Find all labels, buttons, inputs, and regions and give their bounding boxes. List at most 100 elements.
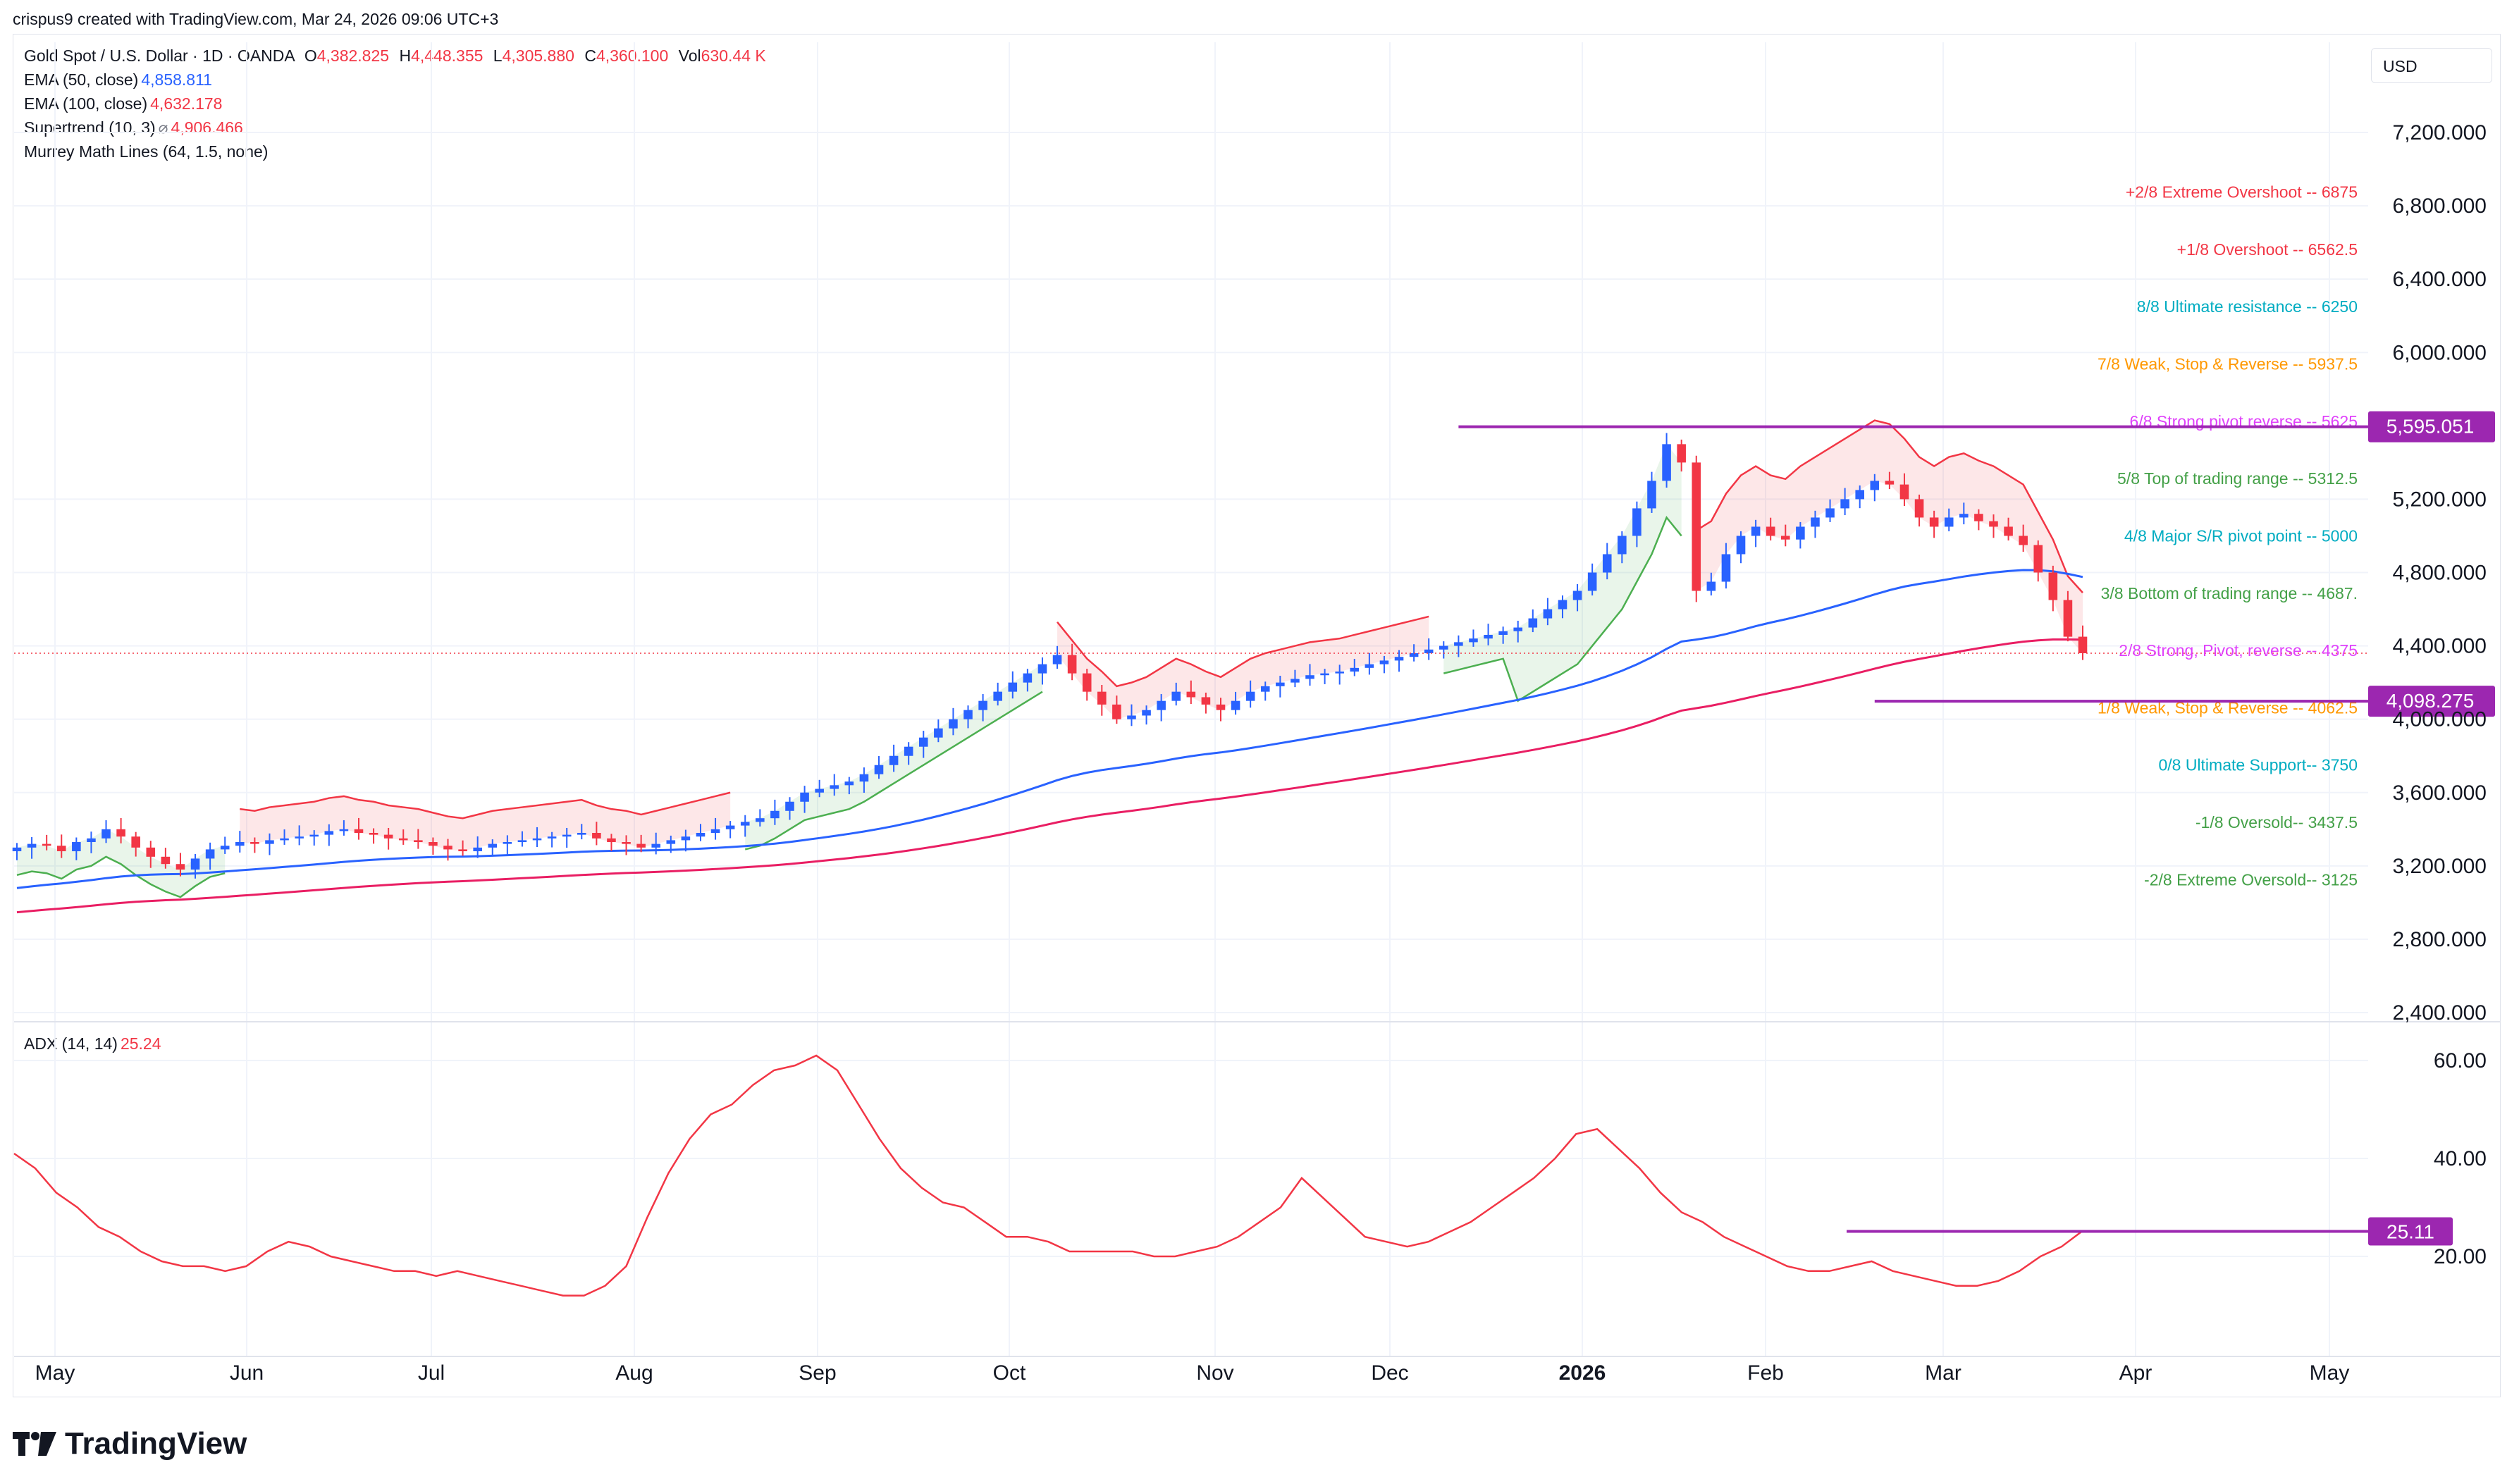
candle [12, 843, 22, 860]
candle [547, 831, 557, 848]
candle [592, 822, 601, 846]
candle-body [1424, 649, 1434, 653]
candle [1870, 474, 1880, 502]
adx-axis-label: 20.00 [2434, 1245, 2487, 1268]
candle-body [1870, 481, 1880, 490]
candle-body [1484, 634, 1493, 639]
candle [756, 809, 765, 827]
candle [785, 797, 794, 820]
candle [1097, 685, 1107, 716]
candle-body [1780, 536, 1790, 540]
candle-body [622, 842, 631, 844]
candle-body [1959, 514, 1969, 518]
candle [1825, 499, 1835, 522]
candle [1157, 694, 1166, 722]
candle-body [1052, 655, 1062, 664]
candle [1736, 531, 1746, 564]
candle [800, 786, 809, 813]
candle [874, 755, 884, 779]
price-axis-label: 3,600.000 [2393, 781, 2487, 805]
ema50-line [16, 569, 2083, 889]
candle [1291, 669, 1300, 688]
candle-body [978, 700, 987, 710]
candle-body [1127, 715, 1136, 719]
candle-body [592, 832, 601, 839]
candle [72, 837, 81, 860]
volume-value: 630.44 K [701, 47, 766, 65]
price-axis-label: 4,000.000 [2393, 708, 2487, 731]
candle-body [1350, 667, 1360, 672]
candle [2048, 565, 2058, 612]
candle [56, 834, 66, 858]
candle-body [1142, 710, 1151, 716]
candle [1855, 485, 1864, 509]
candle-body [1647, 481, 1656, 509]
candle-body [815, 789, 824, 793]
price-axis-label: 3,200.000 [2393, 855, 2487, 878]
candle [488, 839, 498, 857]
candle [1067, 643, 1077, 681]
candle-body [101, 829, 111, 839]
candle [265, 833, 274, 855]
candle [1454, 635, 1463, 657]
price-axis-label: 4,800.000 [2393, 562, 2487, 585]
murrey-label: 0/8 Ultimate Support-- 3750 [2158, 756, 2358, 774]
supertrend-value: 4,906.466 [171, 118, 243, 137]
candle [1959, 502, 1969, 525]
candle [607, 834, 616, 851]
candle-body [918, 737, 928, 747]
candle-body [1320, 673, 1329, 676]
candle [1706, 572, 1716, 596]
candle [859, 767, 869, 793]
candle [1186, 680, 1196, 705]
chart-frame [13, 34, 2501, 1397]
candle-body [1335, 672, 1344, 674]
ema50-legend[interactable]: EMA (50, close) 4,858.811 [24, 70, 212, 89]
candle [1602, 543, 1612, 580]
candle [443, 839, 452, 861]
candle-body [1558, 600, 1568, 610]
candle [1692, 455, 1701, 602]
candle-body [280, 838, 289, 841]
candle-body [889, 755, 899, 765]
candle [577, 824, 586, 840]
candle-body [250, 842, 259, 844]
candle [1082, 669, 1092, 701]
candle [1840, 488, 1849, 516]
tradingview-logo-icon [13, 1432, 56, 1456]
open-value: 4,382.825 [316, 47, 390, 65]
candle [1142, 705, 1151, 725]
supertrend-up-line [744, 691, 1043, 851]
symbol-name[interactable]: Gold Spot / U.S. Dollar · 1D · OANDA [24, 47, 295, 65]
ema100-legend[interactable]: EMA (100, close) 4,632.178 [24, 94, 223, 113]
candle-body [1513, 627, 1523, 631]
adx-legend[interactable]: ADX (14, 14) 25.24 [24, 1034, 161, 1053]
candle-body [577, 832, 586, 835]
candle [2033, 540, 2043, 582]
candle [1365, 653, 1374, 675]
supertrend-legend[interactable]: Supertrend (10, 3) ⌀ 4,906.466 [24, 118, 243, 137]
candle-body [1989, 521, 1998, 527]
candle-body [1929, 517, 1939, 527]
candle-body [339, 829, 349, 831]
currency-button[interactable]: USD [2371, 48, 2492, 83]
candle [918, 731, 928, 758]
price-axis-label: 2,400.000 [2393, 1001, 2487, 1025]
candle-body [756, 818, 765, 822]
candle [830, 774, 839, 796]
candle [42, 834, 51, 851]
candle [1231, 691, 1240, 715]
candle [1662, 433, 1671, 488]
candle-body [1543, 609, 1553, 619]
candle-body [1751, 526, 1761, 536]
candle-body [12, 847, 22, 852]
candle-body [1498, 631, 1508, 635]
candle-body [295, 836, 304, 839]
candle-body [1528, 618, 1538, 628]
time-axis-label: May [35, 1361, 75, 1385]
candle-body [1825, 508, 1835, 518]
murrey-legend[interactable]: Murrey Math Lines (64, 1.5, none) [24, 142, 269, 161]
candle [354, 817, 364, 840]
candle-body [2004, 526, 2013, 536]
